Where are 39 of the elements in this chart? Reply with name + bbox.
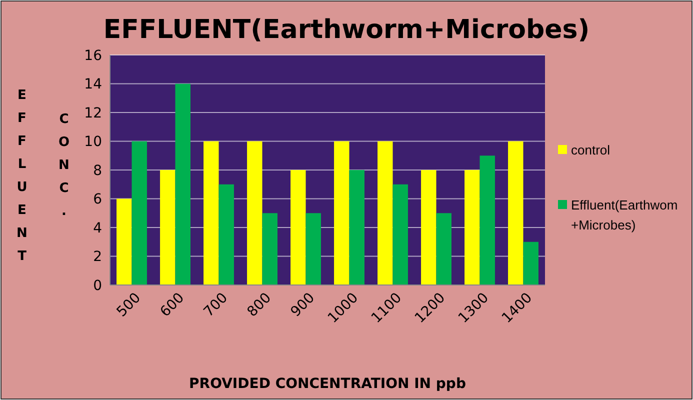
y-tick-label: 0 <box>93 278 102 294</box>
x-tick-label: 500 <box>114 290 144 320</box>
bar <box>334 141 350 285</box>
bar <box>392 184 408 285</box>
x-tick-label: 800 <box>244 290 275 320</box>
legend-label: Effluent(Earthwom+Microbes) <box>571 198 678 233</box>
x-tick-label: 900 <box>288 290 318 320</box>
y-tick-label: 8 <box>93 162 102 179</box>
bar <box>116 198 132 285</box>
bar <box>523 242 538 285</box>
bar <box>480 156 495 285</box>
bar <box>421 170 436 285</box>
y-tick-label: 16 <box>84 48 102 64</box>
bar <box>262 213 278 285</box>
bar <box>378 141 393 285</box>
bar <box>132 141 147 285</box>
y-tick-label: 6 <box>93 192 102 208</box>
y-tick-label: 14 <box>84 76 102 93</box>
bar <box>508 141 524 285</box>
text: EFFLUENT CONC. <box>14 88 72 272</box>
y-tick-label: 10 <box>84 134 102 150</box>
bar <box>349 170 364 285</box>
bar <box>175 84 190 285</box>
bar <box>290 170 306 285</box>
bar <box>247 141 262 285</box>
bar <box>160 170 176 285</box>
y-tick-label: 4 <box>93 220 102 236</box>
bar <box>306 213 321 285</box>
bar <box>204 141 219 285</box>
x-axis-title: PROVIDED CONCENTRATION IN ppb <box>189 376 466 392</box>
y-tick-label: 12 <box>84 105 102 122</box>
bar <box>218 184 234 285</box>
x-tick-label: 700 <box>200 290 232 320</box>
y-tick-label: 2 <box>93 249 102 266</box>
bar <box>464 170 480 285</box>
legend-label: control <box>571 142 610 158</box>
bar <box>436 213 452 285</box>
chart-title: EFFLUENT(Earthworm+Microbes) <box>103 15 590 45</box>
x-tick-label: 600 <box>157 290 188 320</box>
